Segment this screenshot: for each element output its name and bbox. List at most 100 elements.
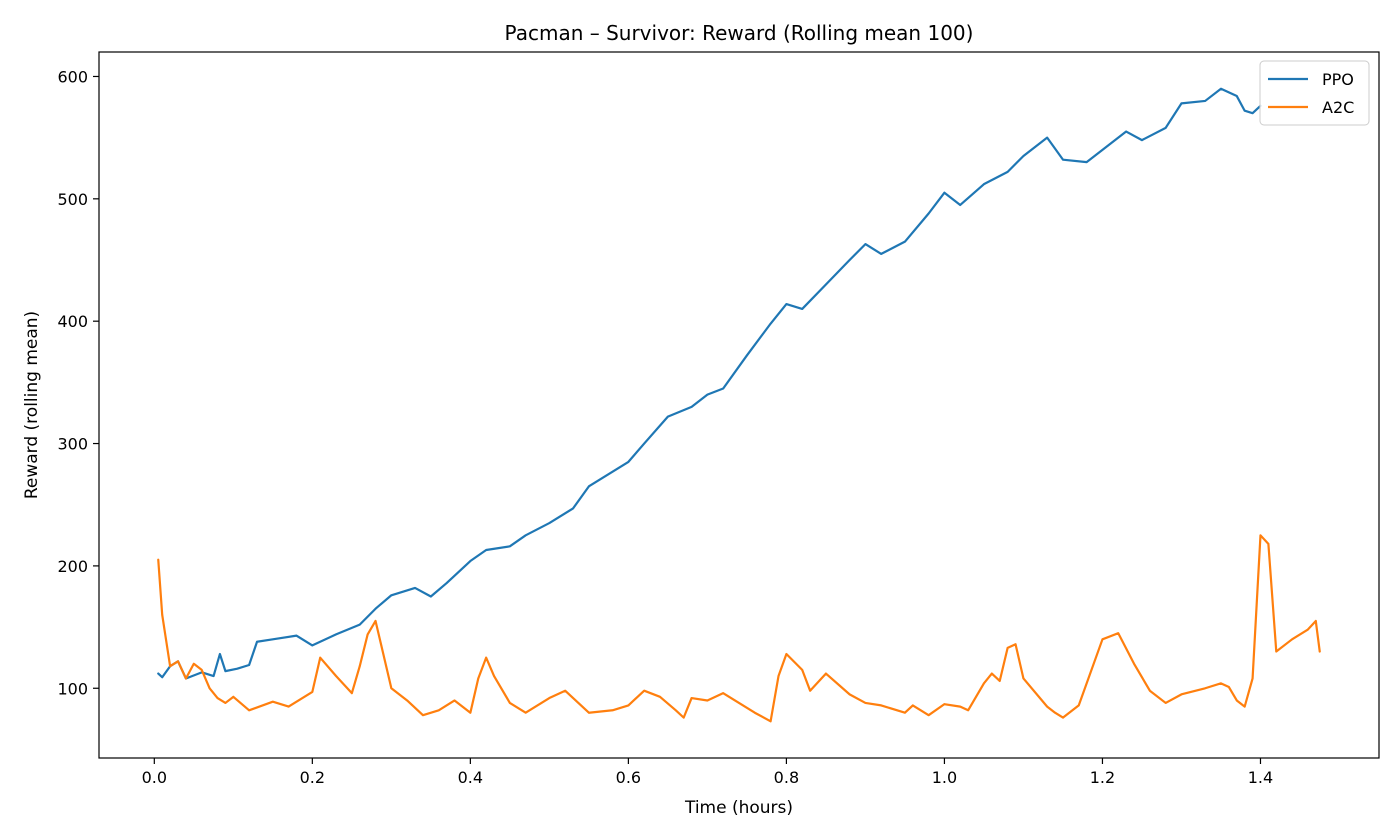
data-point — [1164, 127, 1167, 129]
data-point — [469, 560, 472, 562]
data-point — [904, 240, 906, 243]
data-point — [358, 623, 361, 626]
data-point — [200, 669, 203, 671]
data-point — [1228, 686, 1230, 688]
data-point — [1101, 638, 1104, 641]
x-axis: 0.0 0.2 0.4 0.6 0.8 1.0 1.2 1.4 — [142, 758, 1273, 787]
data-point — [588, 485, 590, 488]
data-point — [801, 308, 804, 310]
data-point — [248, 709, 250, 712]
data-point — [1259, 534, 1262, 537]
data-point — [991, 672, 993, 675]
data-point — [157, 558, 160, 561]
data-point — [319, 656, 322, 659]
data-point — [1054, 711, 1056, 714]
data-point — [1180, 102, 1183, 105]
data-point — [1307, 628, 1309, 631]
data-point — [1141, 139, 1143, 141]
data-point — [414, 587, 416, 589]
data-point — [390, 687, 393, 690]
data-point — [374, 620, 377, 622]
data-point — [295, 634, 298, 637]
x-tick-label: 1.2 — [1090, 768, 1115, 787]
y-axis-label: Reward (rolling mean) — [22, 311, 42, 499]
data-point — [927, 714, 930, 716]
data-point — [785, 303, 788, 305]
data-point — [406, 699, 408, 702]
data-point — [1220, 682, 1222, 685]
data-point — [1006, 171, 1009, 173]
data-point — [983, 183, 985, 185]
x-axis-label: Time (hours) — [684, 798, 793, 818]
data-point — [769, 322, 772, 325]
data-point — [1077, 704, 1080, 707]
series-line-ppo — [157, 87, 1262, 680]
y-tick-label: 600 — [57, 67, 88, 86]
data-point — [1275, 650, 1278, 653]
data-point — [927, 212, 930, 215]
data-point — [706, 393, 709, 396]
data-point — [1291, 638, 1293, 641]
legend-box — [1259, 60, 1370, 126]
data-point — [212, 675, 215, 677]
data-point — [825, 283, 827, 286]
data-point — [169, 665, 171, 668]
data-point — [643, 442, 645, 445]
data-point — [509, 702, 511, 704]
data-point — [1062, 158, 1064, 161]
data-point — [224, 670, 227, 672]
data-point — [880, 704, 883, 707]
data-point — [777, 675, 780, 677]
x-tick-label: 1.4 — [1248, 768, 1273, 787]
data-point — [1243, 705, 1246, 708]
data-point — [1117, 632, 1120, 634]
data-point — [1204, 100, 1206, 102]
data-point — [785, 653, 788, 655]
data-point — [801, 669, 804, 671]
data-point — [548, 697, 551, 699]
data-point — [1318, 650, 1321, 653]
data-point — [208, 687, 211, 690]
data-point — [825, 672, 827, 675]
data-point — [248, 664, 250, 666]
data-point — [1235, 95, 1238, 97]
data-point — [959, 705, 962, 708]
data-point — [690, 406, 693, 408]
data-point — [161, 676, 164, 679]
x-tick-label: 0.4 — [458, 768, 483, 787]
data-point — [611, 709, 614, 712]
data-point — [366, 633, 369, 636]
data-point — [485, 656, 487, 659]
data-point — [272, 638, 274, 641]
data-point — [690, 697, 693, 699]
data-point — [1251, 677, 1254, 680]
data-point — [1133, 662, 1135, 665]
data-point — [967, 709, 969, 712]
plot-frame — [98, 51, 1380, 759]
data-point — [1125, 130, 1127, 133]
data-point — [477, 677, 480, 680]
data-point — [1267, 543, 1270, 545]
data-point — [983, 682, 985, 685]
data-point — [272, 700, 274, 703]
data-point — [1220, 87, 1222, 90]
data-point — [311, 644, 314, 647]
data-point — [1149, 689, 1151, 692]
data-point — [848, 259, 851, 261]
data-point — [809, 689, 811, 692]
data-point — [224, 702, 227, 704]
data-point — [1022, 155, 1025, 157]
data-point — [453, 699, 456, 702]
data-point — [524, 711, 527, 714]
data-point — [1180, 693, 1183, 696]
data-point — [754, 711, 756, 714]
legend-label-ppo: PPO — [1322, 70, 1354, 89]
data-point — [864, 243, 867, 245]
data-point — [682, 716, 685, 719]
chart-title: Pacman – Survivor: Reward (Rolling mean … — [505, 21, 974, 45]
data-point — [524, 534, 527, 537]
data-point — [493, 675, 495, 677]
y-tick-label: 300 — [57, 435, 88, 454]
data-point — [1046, 136, 1048, 139]
data-point — [390, 594, 393, 597]
